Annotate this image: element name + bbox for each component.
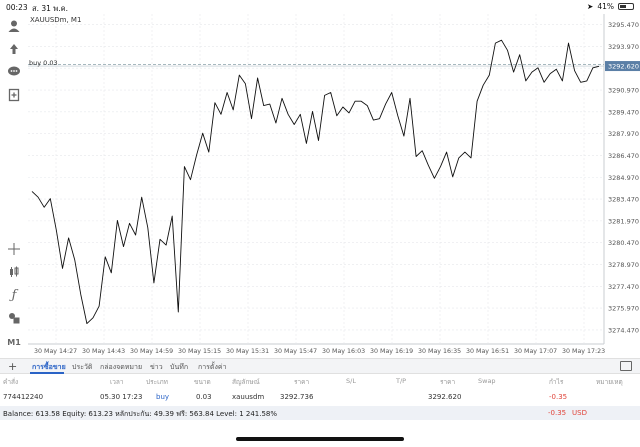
buy-order-label: buy 0.03 — [29, 59, 58, 67]
chart-canvas: 3295.4703293.9703292.4703290.9703289.470… — [28, 14, 640, 355]
objects-icon[interactable] — [4, 308, 24, 328]
col-price: ราคา — [440, 378, 456, 386]
crosshair-icon[interactable] — [4, 239, 24, 259]
col-time: เวลา — [110, 378, 124, 386]
row-price: 3292.620 — [428, 393, 462, 401]
col-profit: กำไร — [549, 378, 564, 386]
x-tick-label: 30 May 15:31 — [226, 348, 269, 355]
row-open-price: 3292.736 — [280, 393, 314, 401]
total-profit: -0.35 — [548, 409, 567, 417]
chat-icon[interactable] — [4, 62, 24, 82]
y-tick-label: 3295.470 — [608, 21, 639, 29]
tab-trade[interactable]: การซื้อขาย — [32, 363, 66, 371]
tab-journal[interactable]: บันทึก — [170, 363, 189, 371]
x-tick-label: 30 May 14:27 — [34, 348, 77, 355]
current-price-tag — [605, 61, 640, 72]
x-tick-label: 30 May 16:35 — [418, 348, 461, 355]
profit-currency: USD — [572, 409, 587, 417]
y-tick-label: 3289.470 — [608, 108, 639, 116]
tab-news[interactable]: ข่าว — [150, 363, 163, 371]
tab-settings[interactable]: การตั้งค่า — [198, 363, 227, 371]
trade-icon[interactable] — [4, 39, 24, 59]
y-tick-label: 3293.970 — [608, 43, 639, 51]
y-tick-label: 3290.970 — [608, 87, 639, 95]
row-symbol: xauusdm — [232, 393, 265, 401]
row-time: 05.30 17:23 — [100, 393, 143, 401]
status-date: ส. 31 พ.ค. — [32, 4, 69, 13]
balance-bar: Balance: 613.58 Equity: 613.23 หลักประกั… — [0, 406, 640, 420]
tab-mailbox[interactable]: กล่องจดหมาย — [100, 363, 143, 371]
x-tick-label: 30 May 16:03 — [322, 348, 365, 355]
row-volume: 0.03 — [196, 393, 212, 401]
toggle-panel-icon[interactable] — [620, 361, 632, 371]
y-tick-label: 3286.470 — [608, 152, 639, 160]
balance-summary: Balance: 613.58 Equity: 613.23 หลักประกั… — [3, 410, 278, 418]
x-tick-label: 30 May 16:19 — [370, 348, 413, 355]
home-indicator[interactable] — [236, 437, 404, 441]
y-tick-label: 3283.470 — [608, 196, 639, 204]
x-tick-label: 30 May 14:59 — [130, 348, 173, 355]
price-chart[interactable]: 3295.4703293.9703292.4703290.9703289.470… — [28, 14, 640, 358]
x-tick-label: 30 May 17:23 — [562, 348, 605, 355]
y-tick-label: 3287.970 — [608, 130, 639, 138]
x-tick-label: 30 May 15:47 — [274, 348, 317, 355]
y-tick-label: 3275.970 — [608, 305, 639, 313]
function-icon[interactable]: ƒ — [11, 287, 17, 303]
orders-table-header: คำสั่ง เวลา ประเภท ขนาด สัญลักษณ์ ราคา S… — [0, 375, 640, 389]
col-order: คำสั่ง — [3, 378, 19, 386]
status-bar: 00:23 ส. 31 พ.ค. ➤ 41% — [0, 0, 640, 14]
y-tick-label: 3277.470 — [608, 283, 639, 291]
location-icon: ➤ — [587, 2, 594, 11]
x-tick-label: 30 May 14:43 — [82, 348, 125, 355]
y-tick-label: 3274.470 — [608, 326, 639, 334]
new-order-icon[interactable] — [4, 85, 24, 105]
tab-history[interactable]: ประวัติ — [72, 363, 93, 371]
timeframe-button[interactable]: M1 — [7, 337, 21, 347]
chart-symbol-title: XAUUSDm, M1 — [30, 16, 82, 24]
row-profit: -0.35 — [549, 393, 568, 401]
row-type: buy — [156, 393, 170, 401]
col-comment: หมายเหตุ — [596, 378, 623, 386]
left-toolbar: ƒ M1 — [0, 14, 28, 354]
candles-icon[interactable] — [4, 262, 24, 282]
y-tick-label: 3281.970 — [608, 217, 639, 225]
col-volume: ขนาด — [194, 378, 211, 386]
col-type: ประเภท — [146, 378, 168, 386]
col-open-price: ราคา — [294, 378, 310, 386]
col-symbol: สัญลักษณ์ — [232, 378, 260, 386]
y-tick-label: 3278.970 — [608, 261, 639, 269]
y-tick-label: 3280.470 — [608, 239, 639, 247]
col-tp: T/P — [396, 377, 407, 385]
x-tick-label: 30 May 16:51 — [466, 348, 509, 355]
battery-percent: 41% — [597, 2, 614, 11]
col-swap: Swap — [478, 377, 496, 385]
status-time: 00:23 — [6, 3, 28, 12]
current-price-label: 3292.620 — [608, 63, 639, 71]
x-tick-label: 30 May 17:07 — [514, 348, 557, 355]
account-icon[interactable] — [4, 16, 24, 36]
price-line — [31, 39, 600, 325]
row-order: 774412240 — [3, 393, 44, 401]
y-tick-label: 3284.970 — [608, 174, 639, 182]
toolbox-tabs: + การซื้อขาย ประวัติ กล่องจดหมาย ข่าว บั… — [0, 358, 640, 374]
table-row[interactable]: 774412240 05.30 17:23 buy 0.03 xauusdm 3… — [0, 391, 640, 405]
col-sl: S/L — [346, 377, 356, 385]
battery-icon — [618, 3, 634, 10]
x-tick-label: 30 May 15:15 — [178, 348, 221, 355]
add-tab-button[interactable]: + — [8, 360, 18, 373]
active-tab-indicator — [30, 372, 64, 374]
